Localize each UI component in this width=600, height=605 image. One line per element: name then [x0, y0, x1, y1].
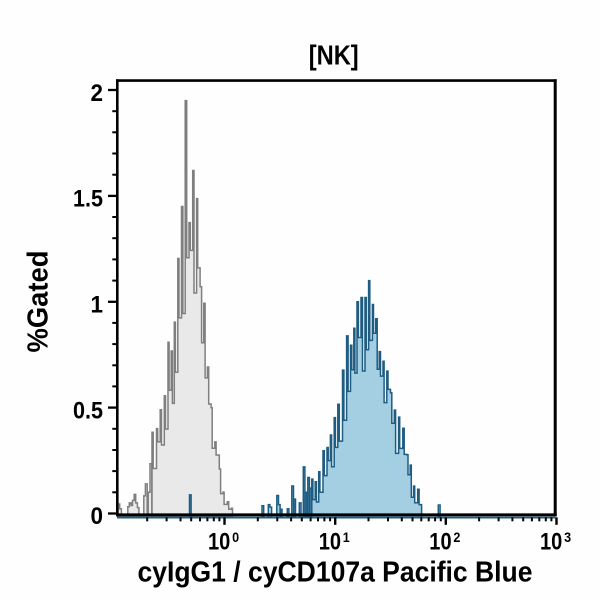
- svg-text:0: 0: [91, 503, 104, 530]
- svg-text:cyIgG1 / cyCD107a Pacific Blue: cyIgG1 / cyCD107a Pacific Blue: [138, 557, 533, 589]
- svg-text:1.5: 1.5: [73, 186, 103, 213]
- svg-text:2: 2: [91, 80, 104, 107]
- svg-text:1: 1: [343, 529, 350, 545]
- svg-text:10: 10: [540, 529, 562, 556]
- svg-text:%Gated: %Gated: [23, 251, 55, 353]
- svg-text:1: 1: [91, 292, 104, 319]
- svg-text:3: 3: [564, 529, 571, 545]
- svg-text:10: 10: [319, 529, 341, 556]
- svg-text:10: 10: [208, 529, 230, 556]
- svg-text:10: 10: [429, 529, 451, 556]
- svg-text:0: 0: [232, 529, 239, 545]
- svg-text:2: 2: [453, 529, 460, 545]
- svg-text:[NK]: [NK]: [309, 40, 359, 71]
- svg-text:0.5: 0.5: [73, 397, 103, 424]
